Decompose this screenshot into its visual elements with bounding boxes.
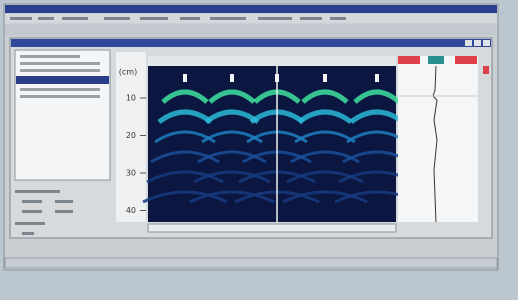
toolbar	[5, 24, 497, 35]
scan-header	[148, 56, 396, 66]
target-marker	[323, 74, 327, 82]
depth-tick-label: 40	[126, 206, 136, 215]
depth-tick-label: 10	[126, 94, 136, 103]
target-marker	[183, 74, 187, 82]
depth-unit: (cm)	[119, 68, 137, 77]
indicator	[428, 56, 444, 64]
selected-row[interactable]	[16, 76, 109, 84]
target-marker	[375, 74, 379, 82]
depth-tick-label: 30	[126, 169, 136, 178]
window-buttons[interactable]	[465, 40, 490, 46]
scrollbar[interactable]	[148, 224, 396, 232]
status-bar	[5, 258, 497, 268]
target-marker	[230, 74, 234, 82]
trace-panel	[398, 56, 478, 222]
indicator	[398, 56, 420, 64]
main-title-bar	[5, 5, 497, 13]
screen: (cm) 10 20 30 40	[0, 0, 518, 300]
indicator	[455, 56, 477, 64]
child-title-bar	[11, 39, 491, 47]
indicator	[483, 66, 489, 74]
depth-tick-label: 20	[126, 131, 136, 140]
